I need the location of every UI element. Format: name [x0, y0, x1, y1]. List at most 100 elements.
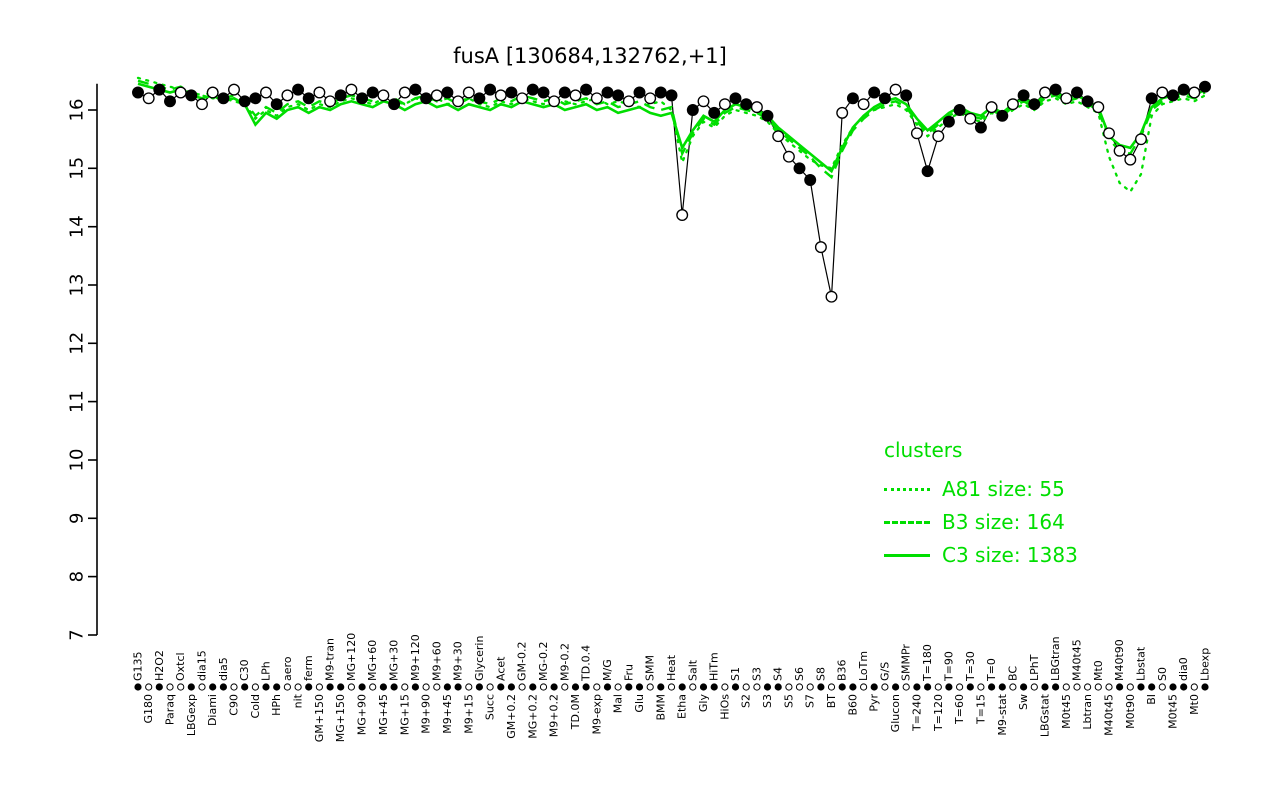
data-point [761, 109, 774, 122]
rug-point [486, 683, 494, 691]
x-condition-label: LPhT [1028, 654, 1041, 681]
x-condition-label: Glucon [889, 694, 902, 732]
rug-point [561, 683, 569, 691]
data-point [1092, 101, 1105, 114]
data-point [494, 89, 507, 102]
x-condition-label: M9-exp [590, 694, 603, 735]
x-condition-label: Etha [676, 694, 689, 719]
rug-point [187, 683, 195, 691]
data-point [857, 98, 870, 111]
rug-point [465, 683, 473, 691]
data-point [164, 95, 176, 108]
y-tick-label: 15 [66, 157, 87, 180]
y-tick-label: 7 [66, 629, 87, 640]
x-condition-label: T=180 [921, 644, 934, 682]
data-point [942, 115, 955, 128]
x-condition-label: S6 [793, 667, 806, 681]
rug-point [166, 683, 174, 691]
rug-point [988, 683, 996, 691]
data-point [868, 86, 881, 99]
data-point [537, 86, 550, 99]
rug-point [529, 683, 537, 691]
x-condition-label: C90 [228, 694, 241, 716]
rug-point [326, 683, 334, 691]
rug-point [305, 683, 313, 691]
x-condition-label: GM+0.2 [505, 694, 518, 739]
data-point [452, 95, 465, 108]
rug-point [827, 683, 836, 691]
data-point [153, 83, 166, 96]
data-point [334, 89, 347, 102]
rug-point [774, 683, 782, 691]
data-point [814, 241, 827, 254]
gene-line [137, 86, 1206, 297]
data-point [729, 92, 742, 105]
x-condition-label: C30 [238, 659, 251, 681]
solid-line-sample-icon [884, 553, 930, 557]
x-condition-label: BMM [654, 694, 667, 721]
x-condition-label: S3 [761, 694, 774, 708]
data-point [206, 86, 219, 99]
rug-point [966, 683, 974, 691]
rug-point [657, 683, 665, 691]
data-point [804, 174, 817, 186]
x-condition-label: M9+0.2 [548, 694, 561, 737]
data-point [377, 89, 390, 102]
rug-point [945, 683, 953, 691]
legend-header: clusters [884, 438, 963, 462]
x-condition-label: M0t90 [1124, 694, 1137, 729]
rug-point [593, 683, 601, 691]
data-point [398, 86, 411, 99]
x-condition-label: aero [281, 656, 294, 681]
x-condition-label: M9-0.2 [558, 643, 571, 681]
rug-point [518, 683, 526, 691]
x-condition-label: M40t45 [1103, 694, 1116, 736]
x-condition-label: S7 [804, 694, 817, 708]
x-condition-label: Sw [1017, 694, 1030, 710]
data-point [1167, 89, 1179, 102]
x-condition-label: BT [825, 694, 838, 709]
x-condition-label: T=90 [942, 651, 955, 682]
rug-point [369, 683, 377, 691]
data-point [654, 86, 667, 99]
x-condition-label: M/G [601, 659, 614, 681]
x-condition-label: G135 [132, 651, 145, 681]
data-point [516, 92, 529, 105]
data-point [889, 83, 902, 96]
data-point [249, 92, 262, 105]
x-condition-label: M9+90 [420, 694, 433, 734]
x-condition-label: M0t45 [1167, 694, 1180, 729]
data-point [1060, 92, 1073, 105]
data-point [345, 83, 358, 96]
rug-point [667, 683, 676, 691]
x-condition-label: SMM [644, 655, 657, 681]
rug-point [209, 683, 217, 691]
x-condition-label: LBGtran [1049, 636, 1062, 681]
data-point [612, 89, 625, 102]
data-point [484, 83, 497, 96]
data-point [324, 95, 337, 108]
rug-point [860, 683, 868, 691]
rug-point [1041, 683, 1049, 691]
rug-point [731, 683, 740, 691]
x-condition-label: SMMPr [900, 644, 913, 681]
rug-point [262, 683, 270, 691]
x-condition-label: HPh [270, 694, 283, 716]
x-condition-label: S8 [814, 667, 827, 681]
x-condition-label: S5 [782, 694, 795, 708]
data-point [825, 290, 838, 303]
x-condition-label: H2O2 [153, 650, 166, 681]
x-condition-label: HiOs [718, 694, 731, 720]
x-condition-label: MG+150 [334, 694, 347, 742]
data-point [441, 86, 454, 99]
x-condition-label: Oxtcl [174, 652, 187, 681]
rug-point [1190, 683, 1198, 691]
rug-point [347, 683, 355, 691]
data-point [708, 106, 721, 119]
rug-point [956, 683, 964, 691]
rug-point [806, 683, 814, 691]
x-condition-label: M40t45 [1071, 639, 1084, 681]
rug-point [539, 683, 548, 691]
y-tick-label: 14 [66, 215, 87, 238]
